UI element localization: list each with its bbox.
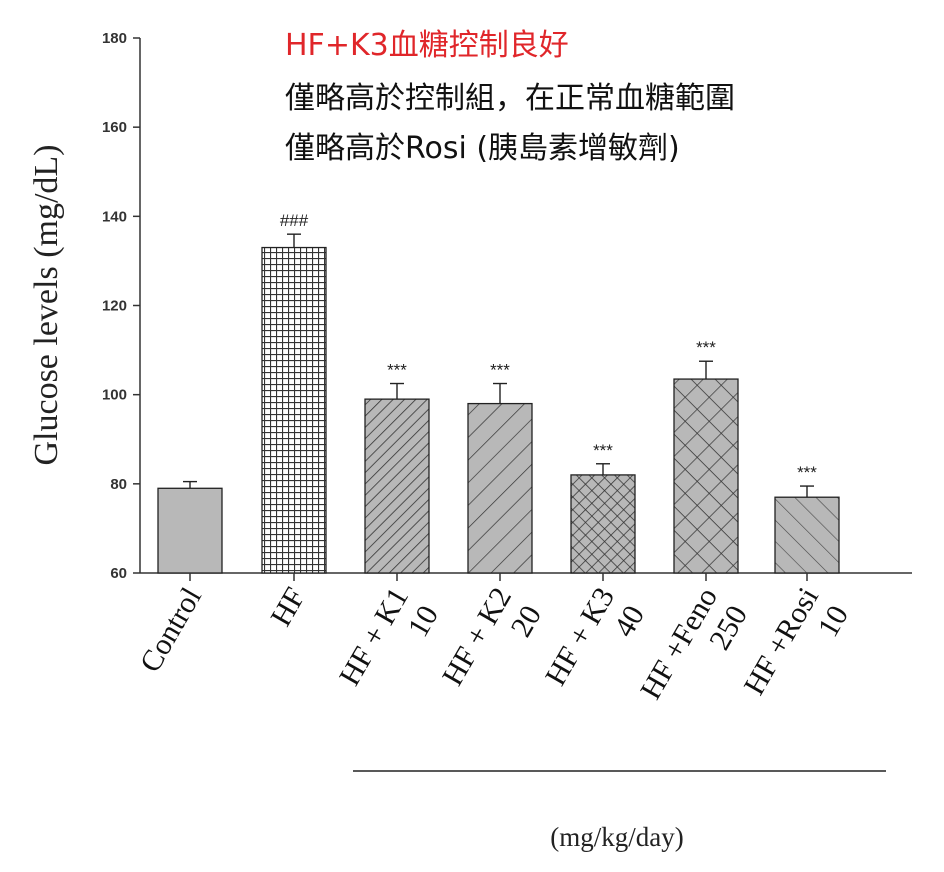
y-axis-label: Glucose levels (mg/dL) (28, 144, 65, 465)
significance-label: *** (696, 338, 716, 357)
dose-unit-label: (mg/kg/day) (550, 822, 683, 852)
category-label: HF + K2 (436, 582, 518, 691)
y-tick-label: 180 (102, 30, 127, 47)
bar-7 (774, 496, 840, 574)
annotation-line-1: 僅略高於控制組，在正常血糖範圍 (285, 81, 735, 116)
annotation-block: HF+K3血糖控制良好 僅略高於控制組，在正常血糖範圍 僅略高於Rosi (胰島… (285, 28, 735, 166)
y-tick-label: 80 (110, 476, 127, 493)
bar-4 (467, 402, 533, 574)
significance-label: *** (593, 441, 613, 460)
significance-label: *** (387, 361, 407, 380)
category-label: HF + K1 (333, 582, 415, 691)
category-label: HF +Rosi (738, 582, 825, 701)
y-tick-label: 120 (102, 298, 127, 315)
y-tick-label: 140 (102, 208, 127, 225)
bar-1 (157, 487, 223, 574)
plot-area: 60 80 100 120 140 160 180 Control ### HF *** HF + K… (102, 30, 912, 705)
bar-5 (570, 474, 636, 574)
category-label: HF + K3 (539, 582, 621, 691)
y-tick-label: 60 (110, 565, 127, 582)
bar-2 (261, 246, 327, 574)
y-tick-label: 160 (102, 119, 127, 136)
significance-label: ### (280, 211, 309, 230)
category-label: Control (134, 582, 208, 678)
y-tick-label: 100 (102, 387, 127, 404)
significance-label: *** (490, 361, 510, 380)
bar-3 (364, 398, 430, 574)
bar-6 (673, 378, 739, 574)
annotation-line-2: 僅略高於Rosi (胰島素增敏劑) (285, 131, 680, 166)
annotation-headline: HF+K3血糖控制良好 (285, 28, 569, 63)
significance-label: *** (797, 463, 817, 482)
category-label: HF (264, 582, 312, 632)
